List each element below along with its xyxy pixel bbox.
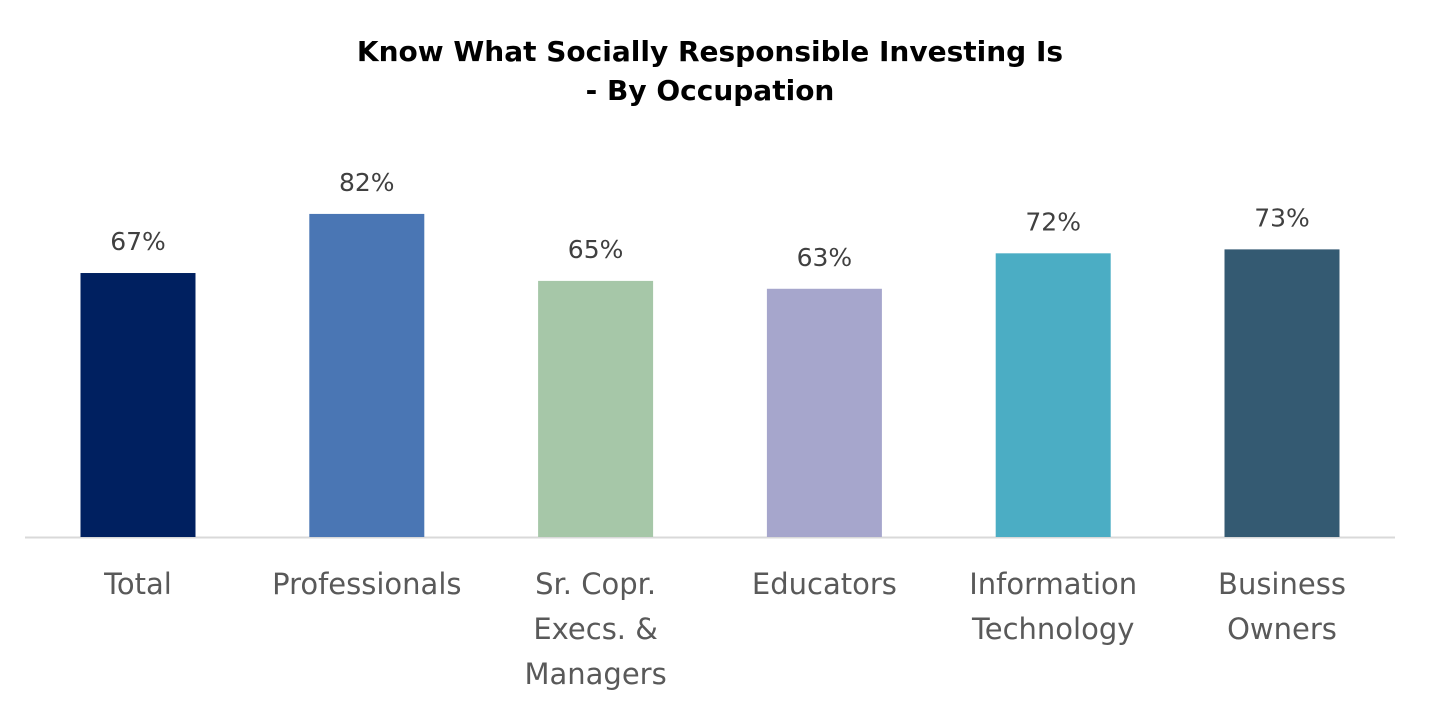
value-label: 65% (568, 235, 624, 264)
x-tick-label: Professionals (272, 567, 462, 601)
bar (995, 253, 1111, 537)
value-label: 63% (797, 243, 853, 272)
bar (538, 280, 654, 537)
x-tick-label: Total (104, 567, 172, 601)
x-tick-label: Information Technology (969, 567, 1138, 646)
value-label: 67% (110, 227, 166, 256)
value-label: 73% (1254, 203, 1310, 232)
x-tick-label: Sr. Copr. Execs. & Managers (524, 567, 667, 691)
x-tick-label: Educators (751, 567, 897, 601)
bar (766, 288, 882, 537)
bar (1224, 249, 1340, 537)
value-label: 72% (1025, 207, 1081, 236)
x-tick-label: Business Owners (1218, 567, 1346, 646)
chart-title: - By Occupation (586, 74, 835, 107)
bar (80, 273, 196, 537)
value-label: 82% (339, 168, 395, 197)
bar (309, 213, 425, 538)
chart-title: Know What Socially Responsible Investing… (357, 35, 1063, 68)
